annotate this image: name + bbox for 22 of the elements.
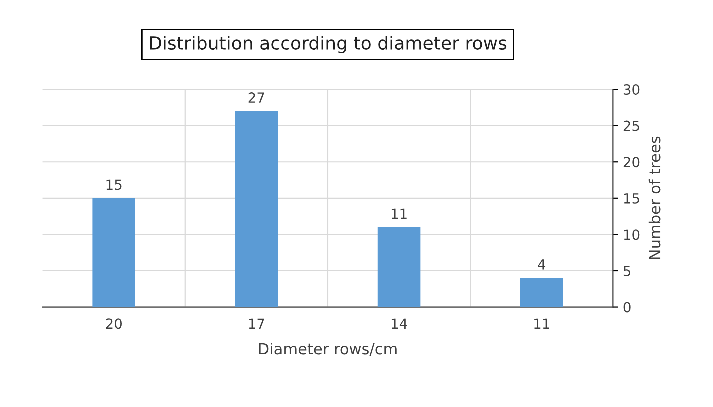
- chart-title: Distribution according to diameter rows: [150, 36, 507, 54]
- bar: [520, 278, 564, 308]
- x-axis-title: Diameter rows/cm: [259, 342, 397, 356]
- data-label: 15: [106, 180, 122, 190]
- x-tick-label: 14: [392, 318, 408, 329]
- y-tick-label: 25: [624, 120, 640, 132]
- x-tick-label: 20: [106, 318, 122, 330]
- data-label: 4: [538, 260, 546, 270]
- bar: [92, 198, 136, 308]
- bar: [378, 227, 421, 308]
- y-tick-label: 30: [624, 84, 640, 96]
- bar: [235, 111, 278, 308]
- data-label: 11: [392, 208, 407, 219]
- y-axis-title: Number of trees: [648, 136, 661, 260]
- y-tick-label: 0: [624, 302, 631, 313]
- data-label: 27: [248, 92, 264, 103]
- x-tick-label: 17: [249, 318, 264, 329]
- y-tick-label: 10: [624, 230, 640, 240]
- y-tick-label: 20: [624, 157, 640, 168]
- y-tick-label: 15: [624, 194, 640, 204]
- y-tick-label: 5: [624, 266, 631, 276]
- x-tick-label: 11: [534, 318, 550, 329]
